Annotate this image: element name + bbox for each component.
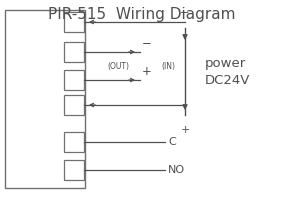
Text: −: − (142, 37, 152, 50)
Text: C: C (168, 137, 176, 147)
Bar (64, 70, 84, 90)
Text: −: − (180, 8, 190, 18)
Text: NO: NO (168, 165, 185, 175)
Text: power
DC24V: power DC24V (205, 58, 251, 86)
Bar (5, 10, 85, 188)
Bar (64, 12, 84, 32)
Bar (64, 42, 84, 62)
Text: (IN): (IN) (161, 62, 175, 72)
Bar (64, 160, 84, 180)
Text: PIR-515  Wiring Diagram: PIR-515 Wiring Diagram (48, 7, 236, 22)
Text: +: + (180, 125, 190, 135)
Text: (OUT): (OUT) (107, 62, 129, 72)
Text: +: + (142, 65, 152, 78)
Bar (64, 95, 84, 115)
Bar (64, 132, 84, 152)
